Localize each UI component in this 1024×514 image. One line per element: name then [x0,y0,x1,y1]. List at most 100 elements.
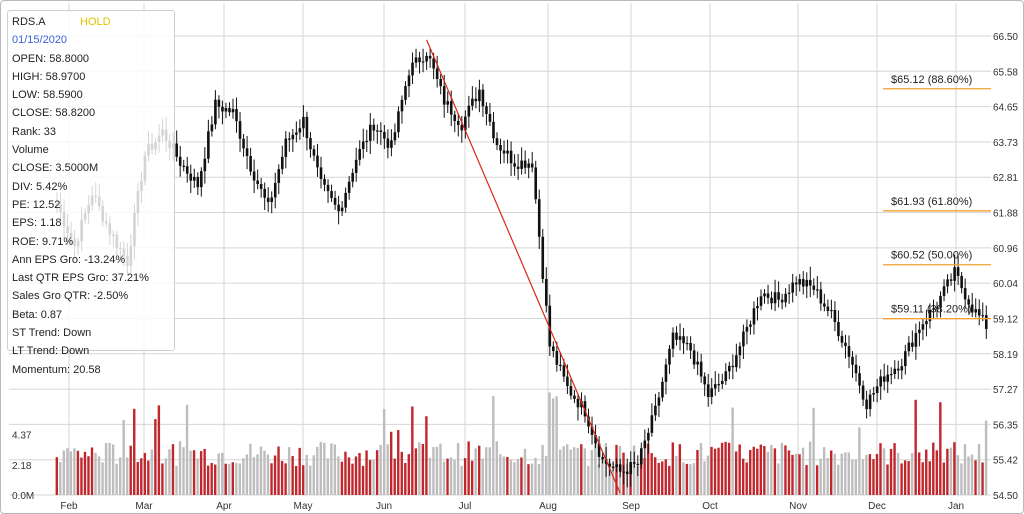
volume-bar [868,454,872,495]
volume-bar [956,455,960,495]
candle-body [393,132,397,141]
candle-body [808,279,812,286]
volume-bar [182,447,185,495]
candle-body [650,415,654,433]
volume-bar [330,443,333,495]
candle-body [449,101,453,115]
candle-body [636,463,640,465]
volume-bar [925,449,928,495]
volume-bar [745,462,748,495]
volume-bar [875,454,879,495]
candle-body [376,130,379,132]
volume-tick-label: 4.37 [12,431,32,442]
volume-tick-label: 2.18 [12,461,32,472]
candle-body [896,368,900,371]
candle-body [960,275,963,289]
candle-body [270,197,274,203]
candle-body [713,384,717,389]
volume-bar [400,451,403,495]
volume-bar [558,449,562,495]
volume-bar [844,452,847,495]
volume-bar [632,445,636,495]
candle-body [904,351,907,367]
candle-body [238,121,242,139]
candle-body [284,138,288,157]
candle-body [921,324,925,330]
volume-bar [513,462,516,495]
candle-body [185,166,189,174]
volume-bar [404,462,407,495]
volume-bar [478,445,481,495]
volume-bar [446,458,449,495]
volume-bar [664,459,667,495]
volume-bar [122,420,125,495]
month-tick-label: Apr [216,501,232,512]
volume-bar [164,458,168,495]
volume-bar [154,419,157,495]
candle-body [984,315,988,329]
volume-bar [801,447,805,495]
volume-bar [889,449,893,495]
candle-body [682,336,685,344]
volume-bar [977,444,981,495]
candle-body [337,204,340,212]
volume-bar [217,453,220,495]
volume-bar [418,442,421,495]
volume-bar [590,450,594,495]
volume-bar [734,451,738,495]
candle-body [252,171,256,181]
volume-bar [340,461,344,495]
candle-body [298,128,302,133]
volume-bar [305,454,308,495]
volume-bar [470,460,474,495]
candle-body [520,160,523,169]
volume-bar [453,459,456,495]
volume-bar [798,454,801,495]
candle-body [316,155,319,168]
candle-body [207,131,210,159]
volume-bar [555,396,558,495]
candle-body [872,393,875,395]
candle-body [358,149,362,160]
candle-body [351,172,354,182]
candle-body [886,374,890,382]
candle-body [263,188,266,198]
st-trend-value: ST Trend: Down [12,327,92,340]
candle-body [784,293,787,303]
volume-bar [259,446,263,495]
month-tick-label: Jun [376,501,392,512]
volume-bar [759,444,762,495]
candle-body [833,309,837,322]
volume-bar [368,459,372,495]
candle-body [527,163,530,168]
candle-body [249,156,252,172]
volume-bar [650,453,653,495]
volume-bar [576,447,579,495]
candle-body [182,165,186,168]
volume-bar [984,420,988,495]
candle-body [675,332,678,340]
volume-bar [397,430,400,495]
volume-bar [115,463,118,495]
volume-bar [773,448,777,495]
volume-bar [808,441,812,495]
candle-body [816,289,819,291]
volume-bar [59,461,62,495]
price-tick-label: 60.96 [993,244,1018,255]
volume-bar [847,452,850,495]
candle-body [326,184,330,192]
volume-bar [432,447,435,495]
volume-bar [506,456,509,495]
volume-bar [569,449,572,495]
candle-body [928,309,932,322]
volume-bar [66,448,69,495]
volume-bar [87,456,90,495]
volume-bar [221,452,224,495]
price-tick-label: 54.50 [993,491,1018,502]
volume-bar [611,462,615,495]
volume-bar [168,449,171,495]
volume-bar [150,449,154,495]
candle-body [791,282,794,293]
volume-bar [55,457,58,495]
candle-body [640,448,643,465]
